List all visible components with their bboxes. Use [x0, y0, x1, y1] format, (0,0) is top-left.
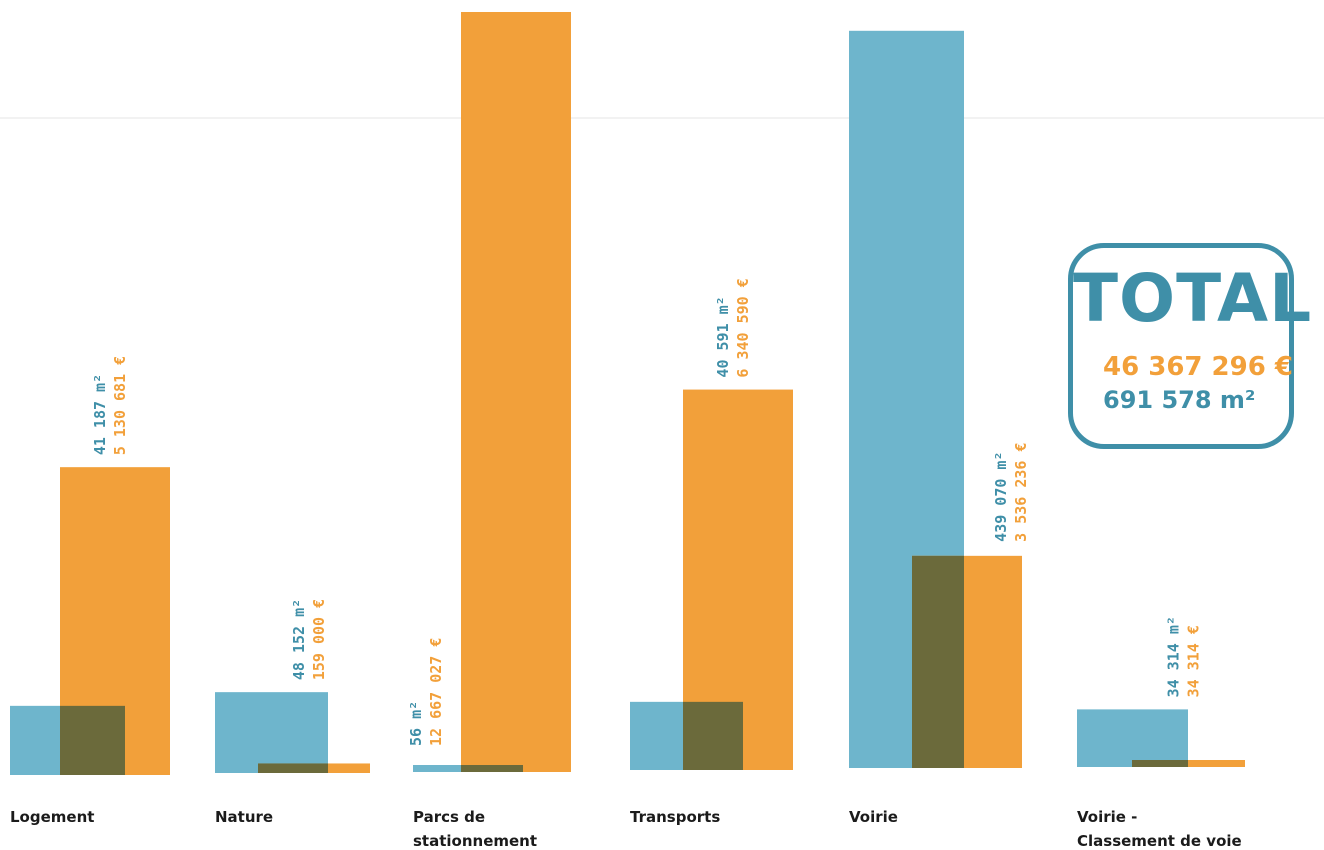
- bar-money: [461, 12, 571, 772]
- value-label-money: 3 536 236 €: [1012, 442, 1030, 541]
- value-label-money: 5 130 681 €: [111, 356, 129, 455]
- category-label: Classement de voie: [1077, 832, 1242, 850]
- bar-overlap: [1132, 760, 1188, 767]
- bar-overlap: [683, 701, 743, 770]
- value-label-area: 439 070 m²: [992, 452, 1010, 542]
- category-label: Voirie: [849, 808, 898, 826]
- value-label-area: 34 314 m²: [1165, 616, 1183, 697]
- bar-overlap: [258, 763, 328, 773]
- value-label-money: 6 340 590 €: [734, 278, 752, 377]
- value-label-money: 12 667 027 €: [427, 638, 445, 746]
- bar-overlap: [912, 555, 964, 768]
- total-title: TOTAL: [1073, 260, 1313, 337]
- bar-overlap: [60, 705, 125, 775]
- total-box: TOTAL 46 367 296 € 691 578 m²: [1068, 243, 1313, 449]
- value-label-area: 56 m²: [407, 701, 425, 746]
- total-area: 691 578 m²: [1103, 386, 1256, 414]
- category-label: Transports: [630, 808, 720, 826]
- value-labels-layer: 41 187 m² 5 130 681 € 48 152 m² 159 000 € 56…: [91, 278, 1203, 746]
- bar-money: [1132, 760, 1245, 767]
- value-label-money: 159 000 €: [310, 599, 328, 680]
- total-money: 46 367 296 €: [1103, 352, 1293, 382]
- bar-area: [215, 692, 328, 773]
- category-label: stationnement: [413, 832, 537, 850]
- bar-overlap: [461, 765, 523, 772]
- bars-layer: [0, 12, 1324, 775]
- value-label-area: 48 152 m²: [290, 599, 308, 680]
- bar-area: [1077, 709, 1188, 767]
- value-label-area: 40 591 m²: [714, 296, 732, 377]
- category-label: Voirie -: [1077, 808, 1137, 826]
- value-label-money: 34 314 €: [1185, 625, 1203, 697]
- category-label: Parcs de: [413, 808, 485, 826]
- value-label-area: 41 187 m²: [91, 374, 109, 455]
- category-label: Nature: [215, 808, 273, 826]
- category-label: Logement: [10, 808, 94, 826]
- category-labels-layer: Logement Nature Parcs de stationnement Trans…: [10, 808, 1242, 850]
